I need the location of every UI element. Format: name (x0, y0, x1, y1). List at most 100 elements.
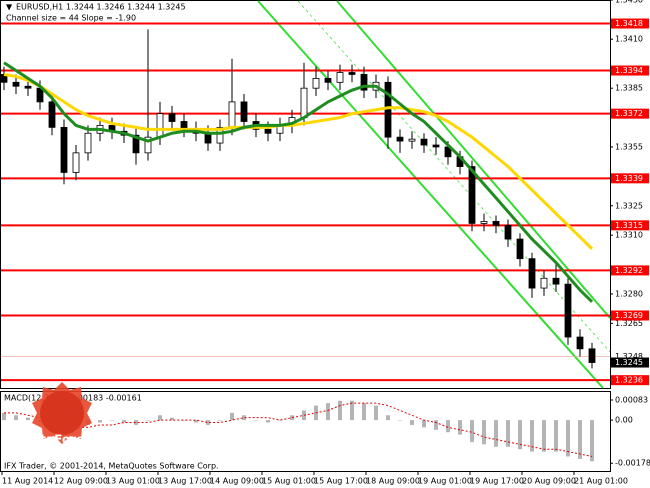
x-tick-label: 21 Aug 01:00 (574, 477, 628, 486)
x-tick-label: 15 Aug 17:00 (314, 477, 368, 486)
level-box (611, 173, 649, 184)
candle-body (144, 136, 152, 154)
x-tick-label: 13 Aug 17:00 (158, 477, 212, 486)
level-box (611, 310, 649, 321)
macd-bar (170, 417, 174, 421)
macd-bar (410, 420, 414, 425)
candle-body (312, 77, 320, 89)
macd-bar (266, 420, 270, 423)
macd-bar (374, 405, 378, 421)
candle-body (84, 132, 92, 154)
macd-bar (14, 415, 18, 421)
candle-body (540, 277, 548, 289)
macd-bar (158, 415, 162, 421)
y-tick-label: 1.3325 (615, 201, 643, 210)
macd-bar (482, 420, 486, 445)
macd-bar (182, 420, 186, 421)
channel-upper (336, 0, 611, 319)
candle-body (408, 138, 416, 142)
signal-line (4, 402, 593, 457)
macd-bar (422, 420, 426, 428)
level-box (611, 108, 649, 119)
footer: IFX Trader, © 2001-2014, MetaQuotes Soft… (4, 462, 219, 471)
candle-body (420, 138, 428, 146)
level-label: 1.3236 (615, 376, 643, 385)
macd-bar (530, 420, 534, 452)
macd-bar (278, 420, 282, 421)
candle-body (228, 101, 236, 128)
candle-body (552, 277, 560, 285)
x-tick-label: 19 Aug 01:00 (418, 477, 472, 486)
macd-bar (518, 420, 522, 450)
candle-body (396, 136, 404, 142)
macd-bar (254, 420, 258, 421)
macd-bar (590, 420, 594, 462)
candle-body (504, 224, 512, 240)
channel-info: Channel size = 44 Slope = -1.90 (6, 14, 136, 23)
moving-average (3, 72, 594, 250)
macd-bar (458, 420, 462, 435)
price-box (611, 357, 649, 368)
candle-body (480, 221, 488, 224)
macd-bar (566, 420, 570, 457)
macd-bar (146, 420, 150, 421)
macd-bar (2, 412, 6, 421)
y-tick-label: 1.3385 (615, 84, 643, 93)
level-label: 1.3394 (615, 66, 643, 75)
y-tick-label: 0.00083 (615, 395, 648, 404)
x-tick-label: 20 Aug 09:00 (522, 477, 576, 486)
level-label: 1.3292 (615, 266, 643, 275)
y-tick-label: 0.00 (615, 416, 633, 425)
candle-body (156, 113, 164, 138)
level-label: 1.3418 (615, 19, 643, 28)
symbol: EURUSD,H1 (16, 3, 63, 12)
y-tick-label: 1.3265 (615, 319, 643, 328)
candle-body (492, 221, 500, 226)
channel-middle (297, 0, 611, 353)
candle-body (384, 81, 392, 138)
level-label: 1.3269 (615, 311, 643, 320)
macd-bar (494, 420, 498, 447)
level-box (611, 265, 649, 276)
candle-body (360, 74, 368, 91)
macd-bar (194, 420, 198, 423)
candle-body (468, 166, 476, 224)
candle-body (324, 77, 332, 83)
candle-body (48, 101, 56, 128)
candle-body (336, 72, 344, 83)
macd-bar (386, 415, 390, 421)
macd-bar (362, 403, 366, 421)
x-tick-label: 15 Aug 01:00 (262, 477, 316, 486)
macd-bar (218, 420, 222, 421)
candle-body (60, 126, 68, 173)
candle-body (588, 348, 596, 363)
quote: 1.3244 1.3246 1.3244 1.3245 (66, 3, 186, 12)
x-tick-label: 13 Aug 01:00 (106, 477, 160, 486)
macd-bar (434, 420, 438, 430)
candle-body (240, 101, 248, 122)
candle-body (576, 336, 584, 350)
y-tick-label: 1.3280 (615, 289, 643, 298)
candle-body (528, 258, 536, 289)
macd-bar (230, 412, 234, 421)
candle-body (132, 134, 140, 154)
macd-bar (122, 420, 126, 423)
macd-bar (470, 420, 474, 442)
header-arrow: ▼ (6, 3, 13, 12)
macd-bar (350, 400, 354, 421)
x-tick-label: 14 Aug 09:00 (210, 477, 264, 486)
macd-bar (206, 420, 210, 425)
level-label: 1.3372 (615, 109, 643, 118)
macd-bar (542, 420, 546, 452)
candle-body (216, 126, 224, 144)
x-tick-label: 19 Aug 17:00 (470, 477, 524, 486)
price-label: 1.3245 (615, 358, 643, 367)
candle-body (432, 144, 440, 148)
channel-lower (257, 0, 604, 389)
candle-body (24, 85, 32, 89)
macd-bar (26, 417, 30, 421)
x-tick-label: 11 Aug 2014 (2, 477, 53, 486)
x-tick-label: 12 Aug 09:00 (54, 477, 108, 486)
macd-bar (338, 400, 342, 421)
candle-body (72, 152, 80, 173)
